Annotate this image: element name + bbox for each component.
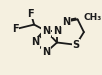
- Text: F: F: [28, 9, 34, 19]
- Text: N: N: [42, 26, 50, 36]
- Text: S: S: [72, 40, 80, 50]
- Text: CH₃: CH₃: [83, 13, 101, 22]
- Text: N: N: [42, 47, 50, 57]
- Text: F: F: [12, 24, 18, 34]
- Text: N: N: [31, 38, 39, 47]
- Text: N: N: [62, 17, 70, 27]
- Text: N: N: [53, 26, 61, 36]
